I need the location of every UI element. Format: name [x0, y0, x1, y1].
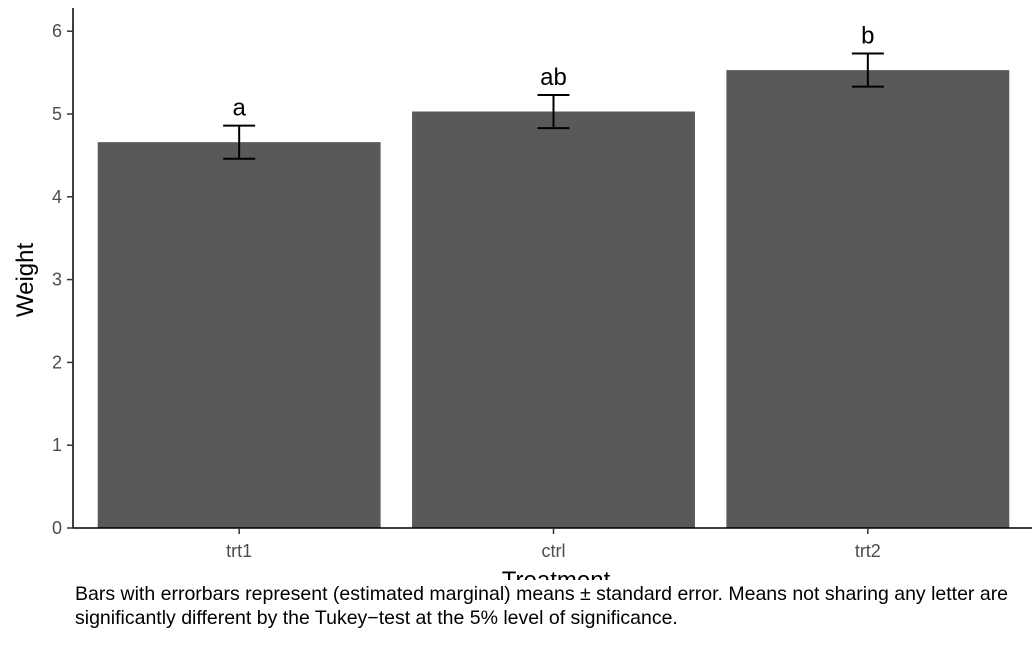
- y-ticks-layer: 0 1 2 3 4 5 6: [52, 21, 73, 538]
- bar-trt2: [726, 70, 1010, 528]
- errorbar-trt2: [851, 52, 884, 88]
- y-tick-label: 4: [52, 187, 62, 207]
- y-tick-label: 2: [52, 352, 62, 372]
- figure-caption: Bars with errorbars represent (estimated…: [75, 583, 1009, 629]
- x-ticks-layer: trt1 ctrl trt2: [226, 528, 881, 561]
- sig-letter-trt1: a: [232, 95, 246, 122]
- bar-ctrl: [412, 111, 695, 529]
- x-tick-label-trt2: trt2: [855, 541, 881, 561]
- y-tick-label: 3: [52, 270, 62, 290]
- x-tick-label-trt1: trt1: [226, 541, 252, 561]
- sig-letter-trt2: b: [861, 23, 874, 50]
- y-tick-label: 6: [52, 21, 62, 41]
- bars-layer: [97, 70, 1010, 529]
- x-axis-title: Treatment: [502, 567, 611, 580]
- y-tick-label: 1: [52, 435, 62, 455]
- bar-trt1: [97, 142, 381, 529]
- y-tick-label: 5: [52, 104, 62, 124]
- errorbar-ctrl: [537, 93, 570, 130]
- x-tick-label-ctrl: ctrl: [542, 541, 566, 561]
- y-axis-title: Weight: [12, 243, 39, 318]
- errorbar-trt1: [223, 124, 256, 160]
- y-tick-label: 0: [52, 518, 62, 538]
- bar-chart: a ab b 0 1 2 3 4 5 6 trt1 ctrl trt2 Weight Treatme…: [12, 8, 1032, 580]
- sig-letter-ctrl: ab: [540, 64, 567, 91]
- significance-letters-layer: a ab b: [232, 23, 874, 122]
- errorbars-layer: [223, 52, 884, 160]
